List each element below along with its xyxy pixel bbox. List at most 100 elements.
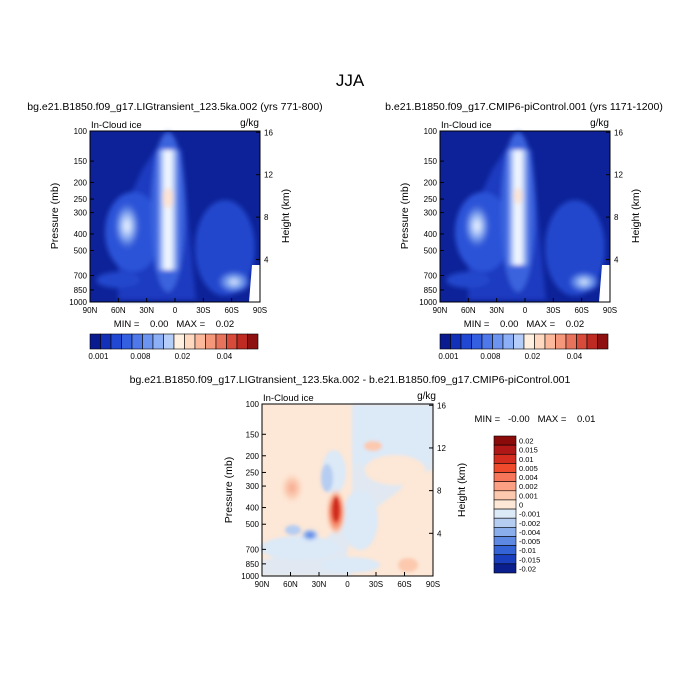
y-tick-labels: 100 150 200 250 300 400 500 700 850 1000 [69, 127, 94, 307]
panel-lig: bg.e21.B1850.f09_g17.LIGtransient_123.5k… [27, 101, 322, 361]
y2-axis-label: Height (km) [280, 189, 292, 243]
y-tick-label: 300 [246, 482, 260, 491]
x-tick-label: 30N [139, 306, 154, 315]
colorbar-label: -0.01 [519, 546, 536, 555]
y2-tick-label: 8 [264, 213, 269, 222]
colorbar-box [450, 333, 462, 350]
field-plot [90, 131, 260, 302]
colorbar-label: 0.001 [438, 352, 459, 361]
colorbar-box [142, 333, 154, 350]
colorbar-box [471, 333, 483, 350]
colorbar-label: -0.002 [519, 519, 540, 528]
colorbar: 0.020.0150.010.0050.0040.0020.0010-0.001… [493, 435, 540, 574]
y-tick-label: 250 [246, 468, 260, 477]
colorbar-label: 0.02 [525, 352, 541, 361]
units-label: g/kg [590, 118, 609, 129]
colorbar-box [493, 435, 517, 446]
colorbar-box [226, 333, 238, 350]
y-tick-label: 500 [246, 520, 260, 529]
y-tick-label: 400 [246, 504, 260, 513]
x-tick-label: 30S [546, 306, 560, 315]
x-tick-label: 60S [397, 580, 411, 589]
y2-tick-label: 4 [437, 529, 442, 538]
colorbar-label: 0.02 [519, 437, 534, 446]
y2-tick-label: 8 [614, 213, 619, 222]
colorbar-box [481, 333, 493, 350]
y-tick-label: 200 [424, 178, 438, 187]
colorbar-box [492, 333, 504, 350]
field-plot [440, 131, 610, 302]
colorbar-label: 0.001 [88, 352, 109, 361]
x-tick-label: 90S [603, 306, 617, 315]
colorbar-label: 0.01 [519, 455, 534, 464]
colorbar-label: 0.005 [519, 464, 538, 473]
colorbar: 0.001 0.008 0.02 0.04 [88, 333, 259, 361]
y-tick-label: 700 [246, 545, 260, 554]
stats-text: MIN = 0.00 MAX = 0.02 [114, 319, 234, 330]
y2-axis-label: Height (km) [456, 463, 468, 517]
colorbar-box [493, 472, 517, 482]
colorbar-label: -0.005 [519, 537, 540, 546]
colorbar-box [439, 333, 451, 350]
panel-title: bg.e21.B1850.f09_g17.LIGtransient_123.5k… [27, 101, 322, 113]
colorbar-box [493, 563, 517, 574]
units-label: g/kg [417, 391, 436, 402]
colorbar-label: 0.04 [567, 352, 583, 361]
y-tick-label: 400 [74, 230, 88, 239]
y-tick-label: 400 [424, 230, 438, 239]
colorbar-box [184, 333, 196, 350]
colorbar-label: -0.02 [519, 564, 536, 573]
stats-text: MIN = -0.00 MAX = 0.01 [475, 414, 596, 425]
colorbar-box [493, 527, 517, 537]
colorbar-box [152, 333, 164, 350]
y2-tick-label: 12 [614, 171, 623, 180]
colorbar-box [194, 333, 206, 350]
colorbar-box [493, 508, 517, 519]
y-tick-label: 500 [74, 247, 88, 256]
colorbar-box [493, 554, 517, 565]
y2-tick-label: 16 [264, 128, 273, 137]
y2-tick-label: 12 [264, 171, 273, 180]
colorbar-box [493, 536, 517, 546]
y-tick-label: 100 [424, 127, 438, 136]
y-tick-label: 200 [74, 178, 88, 187]
colorbar-box [493, 490, 517, 501]
y-tick-label: 100 [246, 400, 260, 409]
x-tick-label: 30N [312, 580, 327, 589]
colorbar-label: -0.004 [519, 528, 540, 537]
x-tick-label: 60N [111, 306, 126, 315]
colorbar-box [502, 333, 514, 350]
x-tick-labels: 90N 60N 30N 0 30S 60S 90S [255, 572, 440, 589]
x-tick-label: 90N [255, 580, 270, 589]
y-axis-label: Pressure (mb) [49, 183, 61, 250]
colorbar-box [100, 333, 112, 350]
y-tick-label: 850 [246, 560, 260, 569]
variable-label: In-Cloud ice [263, 393, 314, 404]
colorbar-box [493, 545, 517, 556]
x-tick-label: 30S [369, 580, 383, 589]
colorbar-box [173, 333, 185, 350]
colorbar-box [89, 333, 101, 350]
units-label: g/kg [240, 118, 259, 129]
x-tick-labels: 90N 60N 30N 0 30S 60S 90S [433, 298, 617, 315]
y-tick-label: 300 [424, 209, 438, 218]
x-tick-label: 90S [426, 580, 440, 589]
y-tick-labels: 100 150 200 250 300 400 500 700 850 1000 [419, 127, 444, 307]
colorbar: 0.001 0.008 0.02 0.04 [438, 333, 609, 361]
colorbar-label: 0.015 [519, 446, 538, 455]
colorbar-box [565, 333, 577, 350]
y2-tick-labels: 16 12 8 4 [606, 128, 623, 265]
x-tick-label: 60N [283, 580, 298, 589]
colorbar-box [597, 333, 609, 350]
y-tick-label: 500 [424, 247, 438, 256]
variable-label: In-Cloud ice [441, 120, 492, 131]
x-tick-label: 0 [173, 306, 178, 315]
colorbar-box [131, 333, 143, 350]
y2-tick-labels: 16 12 8 4 [256, 128, 273, 265]
colorbar-label: -0.001 [519, 510, 540, 519]
colorbar-box [534, 333, 546, 350]
colorbar-box [460, 333, 472, 350]
y-tick-label: 200 [246, 452, 260, 461]
x-tick-label: 90N [83, 306, 98, 315]
y-axis-label: Pressure (mb) [399, 183, 411, 250]
